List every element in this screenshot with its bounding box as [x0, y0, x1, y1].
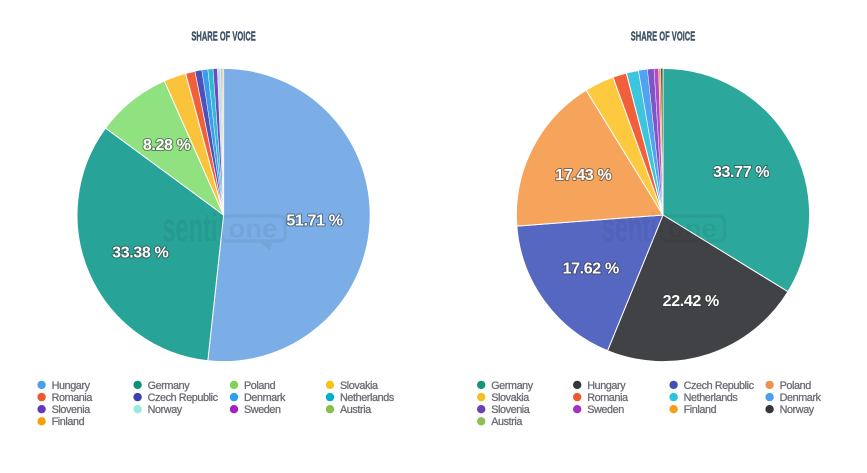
svg-text:17.43 %: 17.43 % [555, 167, 611, 184]
svg-text:Poland: Poland [780, 380, 812, 392]
svg-text:SHARE OF VOICE: SHARE OF VOICE [631, 28, 696, 43]
svg-text:Sweden: Sweden [587, 404, 624, 416]
svg-text:Norway: Norway [148, 404, 183, 416]
svg-text:51.71 %: 51.71 % [286, 213, 342, 230]
svg-text:8.28 %: 8.28 % [143, 137, 191, 154]
svg-text:22.42 %: 22.42 % [663, 293, 719, 310]
svg-text:senti: senti [162, 206, 217, 250]
svg-text:Germany: Germany [491, 380, 534, 392]
svg-text:Netherlands: Netherlands [340, 392, 395, 404]
svg-text:Germany: Germany [148, 380, 191, 392]
svg-text:Finland: Finland [52, 416, 85, 428]
svg-text:Norway: Norway [780, 404, 815, 416]
svg-text:SHARE OF VOICE: SHARE OF VOICE [191, 28, 256, 43]
svg-text:Finland: Finland [684, 404, 717, 416]
svg-text:Romania: Romania [587, 392, 628, 404]
svg-text:one: one [668, 214, 717, 244]
svg-text:33.38 %: 33.38 % [112, 244, 168, 261]
svg-text:Sweden: Sweden [244, 404, 281, 416]
svg-text:one: one [229, 214, 278, 244]
svg-text:Hungary: Hungary [587, 380, 626, 392]
svg-text:Czech Republic: Czech Republic [148, 392, 219, 404]
svg-text:Slovenia: Slovenia [491, 404, 530, 416]
svg-text:Denmark: Denmark [244, 392, 286, 404]
svg-text:Netherlands: Netherlands [684, 392, 739, 404]
svg-text:Czech Republic: Czech Republic [684, 380, 755, 392]
svg-text:Denmark: Denmark [780, 392, 822, 404]
svg-text:Slovakia: Slovakia [340, 380, 378, 392]
svg-text:senti: senti [602, 206, 657, 250]
svg-text:17.62 %: 17.62 % [563, 261, 619, 278]
svg-text:Poland: Poland [244, 380, 276, 392]
svg-text:Austria: Austria [340, 404, 371, 416]
svg-text:Romania: Romania [52, 392, 93, 404]
svg-text:33.77 %: 33.77 % [713, 164, 769, 181]
svg-text:Slovenia: Slovenia [52, 404, 91, 416]
svg-text:Hungary: Hungary [52, 380, 91, 392]
svg-text:Slovakia: Slovakia [491, 392, 529, 404]
svg-text:Austria: Austria [491, 416, 522, 428]
